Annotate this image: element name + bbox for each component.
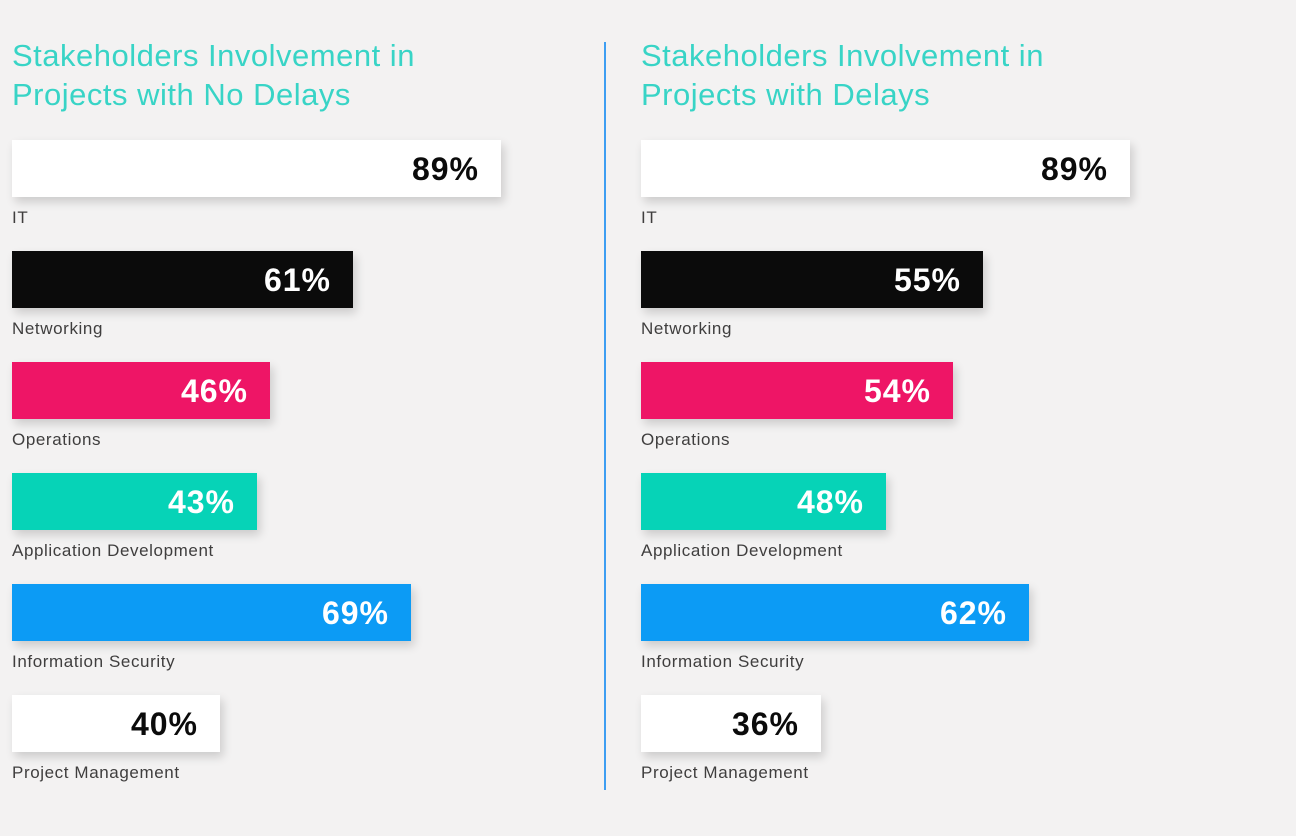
bar-list-no-delays: 89% IT 61% Networking 46% Operations 43% Applic… bbox=[12, 140, 512, 783]
bar-it: 89% bbox=[12, 140, 501, 197]
bar-value-label: 62% bbox=[939, 594, 1007, 631]
bar-row-application-development: 48% Application Development bbox=[641, 473, 1141, 561]
bar-category-label: Networking bbox=[12, 319, 104, 338]
bar-application-development: 48% bbox=[641, 473, 886, 530]
chart-title-no-delays: Stakeholders Involvement in Projects wit… bbox=[12, 38, 415, 112]
bar-row-it: 89% IT bbox=[641, 140, 1141, 228]
bar-row-networking: 61% Networking bbox=[12, 251, 512, 339]
bar-information-security: 69% bbox=[12, 584, 411, 641]
bar-value-label: 36% bbox=[731, 705, 799, 742]
chart-no-delays: Stakeholders Involvement in Projects wit… bbox=[12, 36, 512, 806]
bar-row-operations: 46% Operations bbox=[12, 362, 512, 450]
chart-title-delays: Stakeholders Involvement in Projects wit… bbox=[641, 38, 1044, 112]
bar-networking: 61% bbox=[12, 251, 353, 308]
bar-row-it: 89% IT bbox=[12, 140, 512, 228]
bar-category-label: Application Development bbox=[12, 541, 214, 560]
bar-row-networking: 55% Networking bbox=[641, 251, 1141, 339]
bar-category-label: Operations bbox=[641, 430, 731, 449]
bar-category-label: Application Development bbox=[641, 541, 843, 560]
bar-row-project-management: 36% Project Management bbox=[641, 695, 1141, 783]
bar-list-delays: 89% IT 55% Networking 54% Operations 48% Applic… bbox=[641, 140, 1141, 783]
bar-row-application-development: 43% Application Development bbox=[12, 473, 512, 561]
bar-category-label: Information Security bbox=[12, 652, 176, 671]
bar-information-security: 62% bbox=[641, 584, 1029, 641]
bar-category-label: IT bbox=[641, 208, 658, 227]
bar-category-label: Operations bbox=[12, 430, 102, 449]
bar-category-label: Information Security bbox=[641, 652, 805, 671]
divider-line bbox=[604, 42, 606, 790]
bar-value-label: 48% bbox=[796, 483, 864, 520]
bar-it: 89% bbox=[641, 140, 1130, 197]
bar-value-label: 55% bbox=[893, 261, 961, 298]
bar-row-information-security: 62% Information Security bbox=[641, 584, 1141, 672]
bar-value-label: 69% bbox=[321, 594, 389, 631]
bar-application-development: 43% bbox=[12, 473, 257, 530]
bar-value-label: 89% bbox=[1040, 150, 1108, 187]
bar-value-label: 46% bbox=[180, 372, 248, 409]
bar-value-label: 61% bbox=[263, 261, 331, 298]
bar-project-management: 36% bbox=[641, 695, 821, 752]
bar-category-label: IT bbox=[12, 208, 29, 227]
bar-category-label: Project Management bbox=[641, 763, 809, 782]
bar-value-label: 40% bbox=[130, 705, 198, 742]
bar-operations: 54% bbox=[641, 362, 953, 419]
bar-value-label: 54% bbox=[863, 372, 931, 409]
bar-row-project-management: 40% Project Management bbox=[12, 695, 512, 783]
bar-row-information-security: 69% Information Security bbox=[12, 584, 512, 672]
bar-category-label: Project Management bbox=[12, 763, 180, 782]
bar-value-label: 89% bbox=[411, 150, 479, 187]
chart-delays: Stakeholders Involvement in Projects wit… bbox=[641, 36, 1141, 806]
bar-project-management: 40% bbox=[12, 695, 220, 752]
bar-category-label: Networking bbox=[641, 319, 733, 338]
bar-value-label: 43% bbox=[167, 483, 235, 520]
bar-operations: 46% bbox=[12, 362, 270, 419]
bar-row-operations: 54% Operations bbox=[641, 362, 1141, 450]
bar-networking: 55% bbox=[641, 251, 983, 308]
